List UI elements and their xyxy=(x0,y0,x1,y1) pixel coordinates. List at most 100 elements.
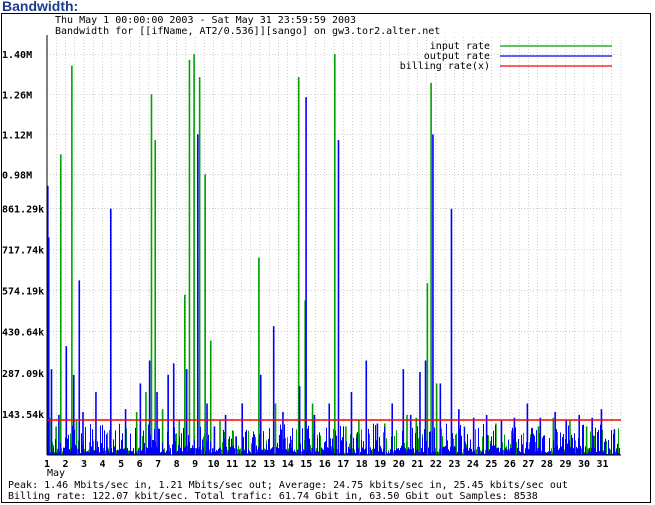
input-bar xyxy=(618,428,619,455)
input-spike xyxy=(55,426,57,455)
output-bar xyxy=(324,442,325,455)
output-bar xyxy=(56,453,57,455)
input-spike xyxy=(219,420,221,455)
output-bar xyxy=(202,439,203,455)
output-bar xyxy=(358,448,359,455)
x-tick-label: 11 xyxy=(226,459,238,470)
footer-billing-line: Billing rate: 122.07 kbit/sec. Total tra… xyxy=(8,491,538,502)
input-bar xyxy=(164,448,165,455)
output-bar xyxy=(371,450,372,455)
output-bar xyxy=(309,438,310,455)
output-bar xyxy=(548,451,549,455)
input-spike xyxy=(297,77,300,456)
output-bar xyxy=(526,442,527,455)
output-bar xyxy=(525,449,526,455)
output-bar xyxy=(381,450,382,455)
output-bar xyxy=(298,449,299,455)
output-bar xyxy=(434,427,435,455)
output-bar xyxy=(103,450,104,455)
output-bar xyxy=(169,451,170,455)
input-bar xyxy=(615,451,616,455)
x-tick-label: 21 xyxy=(411,459,423,470)
output-bar xyxy=(331,450,332,455)
output-bar xyxy=(295,451,296,455)
output-bar xyxy=(210,441,211,455)
output-bar xyxy=(191,447,192,455)
output-bar xyxy=(378,451,379,455)
input-spike xyxy=(209,340,212,455)
input-bar xyxy=(414,452,415,455)
input-bar xyxy=(187,445,188,455)
output-bar xyxy=(475,453,476,455)
output-bar xyxy=(401,445,402,455)
output-bar xyxy=(199,446,200,455)
input-bar xyxy=(137,450,138,455)
x-tick-label: 5 xyxy=(118,459,124,470)
output-bar xyxy=(490,444,491,455)
output-bar xyxy=(189,442,190,455)
x-tick-label: 25 xyxy=(485,459,497,470)
output-bar xyxy=(92,429,93,455)
input-bar xyxy=(439,448,440,455)
output-bar xyxy=(123,448,124,455)
x-tick-label: 6 xyxy=(137,459,143,470)
input-spike xyxy=(154,140,156,456)
input-bar xyxy=(233,431,234,455)
output-bar xyxy=(308,425,309,455)
output-bar xyxy=(302,428,303,455)
output-bar xyxy=(583,424,584,455)
output-rate-series xyxy=(47,97,620,456)
input-bar xyxy=(313,433,314,455)
output-spike xyxy=(458,409,460,455)
input-bar xyxy=(176,433,177,455)
output-bar xyxy=(537,450,538,455)
output-bar xyxy=(447,440,448,455)
input-bar xyxy=(442,436,443,455)
input-bar xyxy=(274,453,275,455)
output-bar xyxy=(352,452,353,455)
output-bar xyxy=(543,435,544,455)
output-spike xyxy=(50,369,53,455)
output-bar xyxy=(571,434,572,455)
output-bar xyxy=(181,434,182,455)
output-bar xyxy=(178,445,179,455)
output-bar xyxy=(164,452,165,455)
output-spike xyxy=(185,369,188,455)
output-bar xyxy=(85,427,86,455)
output-bar xyxy=(585,446,586,455)
output-bar xyxy=(275,453,276,455)
output-bar xyxy=(262,449,263,455)
output-bar xyxy=(120,448,121,455)
output-bar xyxy=(418,452,419,455)
y-axis-labels: 143.54k 287.09k 430.64k 574.19k 717.74k 861.2… xyxy=(2,50,44,421)
output-spike xyxy=(156,392,158,455)
output-bar xyxy=(368,428,369,455)
y-tick-label: 574.19k xyxy=(2,287,44,298)
output-spike xyxy=(439,383,442,455)
input-spike xyxy=(304,300,306,455)
input-bar xyxy=(463,448,464,455)
output-bar xyxy=(580,445,581,455)
output-bar xyxy=(455,447,456,455)
output-bar xyxy=(280,424,281,455)
input-bar xyxy=(296,429,297,455)
output-bar xyxy=(481,451,482,455)
output-bar xyxy=(172,444,173,455)
output-bar xyxy=(229,436,230,455)
output-spike xyxy=(65,346,68,455)
output-bar xyxy=(512,427,513,455)
output-bar xyxy=(132,451,133,455)
input-bar xyxy=(581,448,582,455)
output-bar xyxy=(607,453,608,455)
output-bar xyxy=(263,431,264,455)
input-bar xyxy=(485,449,486,455)
output-bar xyxy=(452,433,453,455)
output-bar xyxy=(248,448,249,455)
x-tick-label: 18 xyxy=(356,459,368,470)
output-bar xyxy=(612,453,613,455)
output-bar xyxy=(162,442,163,455)
input-bar xyxy=(240,448,241,455)
input-spike xyxy=(258,257,260,455)
output-bar xyxy=(252,437,253,455)
output-bar xyxy=(255,453,256,455)
